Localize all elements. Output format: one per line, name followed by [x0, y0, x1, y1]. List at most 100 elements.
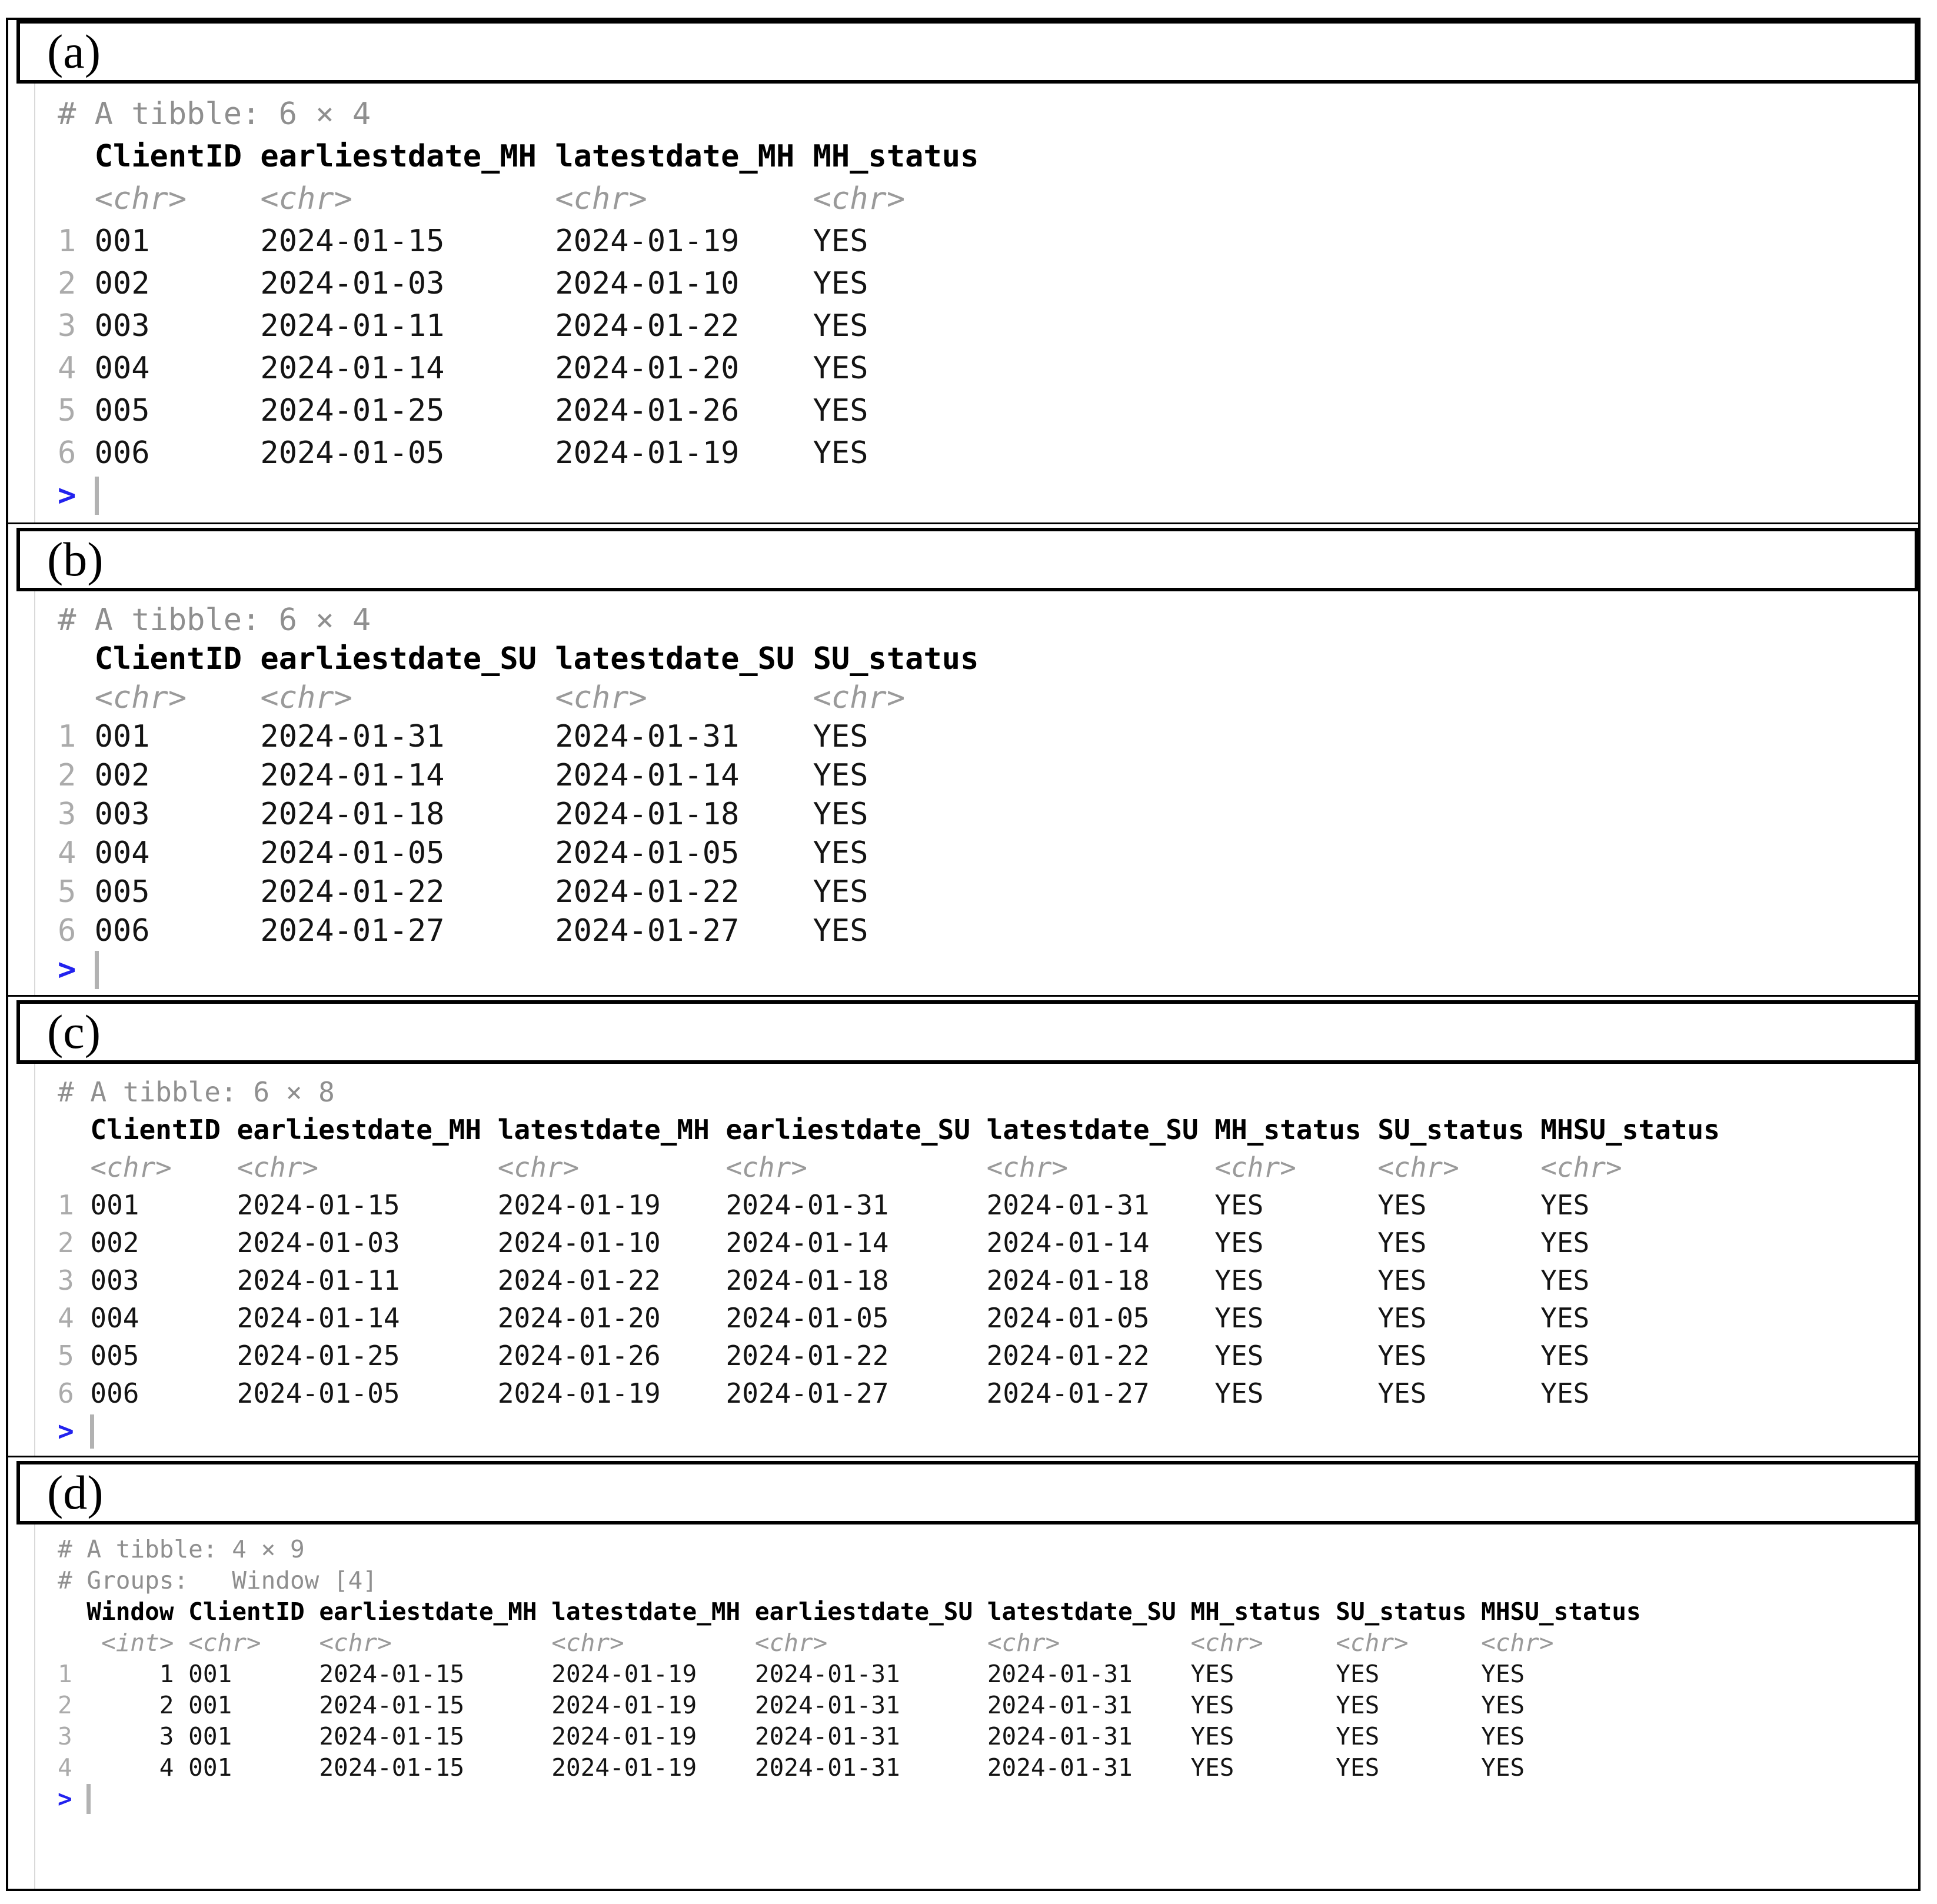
cell-value: 004 — [90, 1302, 221, 1334]
column-header: earliestdate_SU — [725, 1114, 970, 1146]
column-type: <chr> — [188, 1629, 305, 1657]
row-number: 3 — [58, 1264, 74, 1296]
cell-value: 2024-01-18 — [986, 1264, 1199, 1296]
text-cursor[interactable] — [94, 476, 99, 515]
column-type: <chr> — [754, 1629, 973, 1657]
cell-value: 2024-01-20 — [555, 351, 795, 386]
cell-value: YES — [1481, 1753, 1641, 1782]
column-type: <int> — [86, 1629, 174, 1657]
text-cursor[interactable] — [94, 950, 99, 989]
column-header: latestdate_MH — [497, 1114, 710, 1146]
console-prompt[interactable]: > — [58, 1415, 74, 1447]
r-console-panel-a[interactable]: # A tibble: 6 × 4 ClientID earliestdate_… — [8, 84, 1918, 524]
cell-value: YES — [1540, 1189, 1720, 1221]
cell-value: 001 — [188, 1753, 305, 1782]
panel-a-label-strip: (a) — [16, 20, 1918, 84]
console-output-b: # A tibble: 6 × 4 ClientID earliestdate_… — [8, 591, 1918, 995]
text-cursor[interactable] — [90, 1414, 95, 1449]
row-number: 1 — [58, 1189, 74, 1221]
cell-value: 2024-01-25 — [237, 1340, 482, 1372]
column-type: <chr> — [260, 680, 537, 715]
cell-value: 005 — [94, 393, 242, 428]
cell-value: 2024-01-03 — [260, 266, 537, 301]
cell-value: 2024-01-14 — [260, 758, 537, 793]
row-number: 2 — [58, 266, 76, 301]
cell-value: 2024-01-19 — [551, 1722, 741, 1750]
column-header: earliestdate_MH — [260, 139, 537, 174]
cell-value: 2024-01-05 — [725, 1302, 970, 1334]
cell-value: 2024-01-31 — [754, 1660, 973, 1688]
cell-value: 005 — [90, 1340, 221, 1372]
row-number: 3 — [58, 797, 76, 832]
cell-value: 001 — [188, 1691, 305, 1719]
cell-value: 3 — [86, 1722, 174, 1750]
cell-value: 2024-01-14 — [237, 1302, 482, 1334]
console-prompt[interactable]: > — [58, 478, 76, 513]
row-number: 3 — [58, 1722, 72, 1750]
column-type: <chr> — [987, 1629, 1176, 1657]
r-console-panel-d[interactable]: # A tibble: 4 × 9 # Groups: Window [4] W… — [8, 1524, 1918, 1889]
panel-d-label-strip: (d) — [16, 1461, 1918, 1524]
row-number: 1 — [58, 1660, 72, 1688]
column-type: <chr> — [1540, 1151, 1720, 1183]
console-output-c: # A tibble: 6 × 8 ClientID earliestdate_… — [8, 1064, 1918, 1456]
cell-value: 003 — [90, 1264, 221, 1296]
column-type: <chr> — [237, 1151, 482, 1183]
cell-value: YES — [813, 308, 979, 344]
cell-value: YES — [1336, 1753, 1467, 1782]
panel-b-label-strip: (b) — [16, 528, 1918, 591]
tibble-meta-line: # A tibble: 6 × 8 — [58, 1076, 335, 1108]
r-console-panel-b[interactable]: # A tibble: 6 × 4 ClientID earliestdate_… — [8, 591, 1918, 997]
column-type: <chr> — [1377, 1151, 1525, 1183]
row-number: 5 — [58, 393, 76, 428]
cell-value: YES — [1540, 1340, 1720, 1372]
row-number: 5 — [58, 874, 76, 910]
column-header: latestdate_SU — [986, 1114, 1199, 1146]
row-number: 4 — [58, 351, 76, 386]
cell-value: 2024-01-22 — [260, 874, 537, 910]
cell-value: YES — [813, 224, 979, 259]
r-console-panel-c[interactable]: # A tibble: 6 × 8 ClientID earliestdate_… — [8, 1064, 1918, 1457]
row-number: 4 — [58, 1302, 74, 1334]
cell-value: YES — [813, 266, 979, 301]
column-header: MHSU_status — [1540, 1114, 1720, 1146]
cell-value: 2024-01-14 — [555, 758, 795, 793]
cell-value: YES — [1481, 1660, 1641, 1688]
cell-value: 2024-01-05 — [986, 1302, 1199, 1334]
cell-value: 2024-01-31 — [260, 719, 537, 754]
cell-value: 2024-01-27 — [725, 1377, 970, 1409]
panel-b-label: (b) — [47, 532, 104, 586]
row-number: 6 — [58, 913, 76, 948]
cell-value: 2024-01-22 — [555, 874, 795, 910]
cell-value: 2024-01-05 — [260, 836, 537, 871]
panel-c-label-strip: (c) — [16, 1000, 1918, 1064]
column-type: <chr> — [555, 181, 795, 217]
cell-value: YES — [1190, 1660, 1322, 1688]
cell-value: YES — [813, 435, 979, 471]
cell-value: 2024-01-05 — [555, 836, 795, 871]
cell-value: 2024-01-05 — [260, 435, 537, 471]
row-number: 6 — [58, 1377, 74, 1409]
console-prompt[interactable]: > — [58, 952, 76, 987]
cell-value: YES — [1540, 1227, 1720, 1259]
cell-value: 002 — [90, 1227, 221, 1259]
text-cursor[interactable] — [86, 1784, 91, 1815]
cell-value: YES — [813, 719, 979, 754]
cell-value: 2024-01-31 — [987, 1660, 1176, 1688]
cell-value: 2024-01-03 — [237, 1227, 482, 1259]
cell-value: 2024-01-31 — [986, 1189, 1199, 1221]
cell-value: 2024-01-31 — [754, 1691, 973, 1719]
cell-value: 2024-01-10 — [555, 266, 795, 301]
console-gutter-line — [34, 1524, 35, 1889]
cell-value: 2024-01-31 — [725, 1189, 970, 1221]
cell-value: 2024-01-18 — [260, 797, 537, 832]
cell-value: 004 — [94, 836, 242, 871]
cell-value: YES — [1377, 1302, 1525, 1334]
row-number: 2 — [58, 758, 76, 793]
cell-value: YES — [1214, 1302, 1362, 1334]
console-prompt[interactable]: > — [58, 1785, 72, 1813]
cell-value: 2024-01-22 — [725, 1340, 970, 1372]
cell-value: 2024-01-11 — [237, 1264, 482, 1296]
cell-value: 001 — [90, 1189, 221, 1221]
